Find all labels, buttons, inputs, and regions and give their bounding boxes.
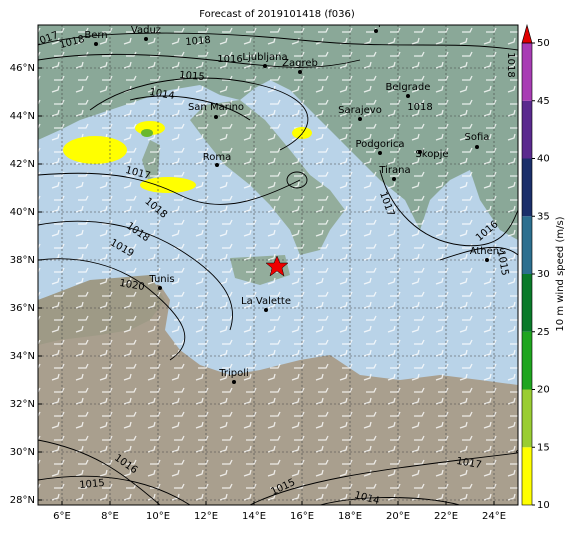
lon-tick-label: 6°E	[53, 511, 71, 522]
isobar-label: 1018	[185, 35, 211, 48]
city-label: Belgrade	[386, 82, 431, 93]
city-dot	[475, 145, 479, 149]
lat-tick-label: 34°N	[10, 351, 35, 362]
colorbar-segment	[522, 274, 532, 332]
colorbar-segment	[522, 331, 532, 390]
colorbar-tick-label: 50	[537, 38, 550, 49]
lat-tick-label: 30°N	[10, 447, 35, 458]
lat-tick-label: 28°N	[10, 495, 35, 506]
isobar-label: 1018	[407, 102, 432, 113]
title: Forecast of 2019101418 (f036)	[199, 9, 355, 20]
city-dot	[158, 286, 162, 290]
city-label: Skopje	[415, 149, 448, 160]
city-label: Athens	[470, 246, 505, 257]
city-label: Tunis	[148, 274, 174, 285]
city-label: Vaduz	[131, 25, 161, 36]
lon-tick-label: 20°E	[386, 511, 410, 522]
colorbar-tick-label: 35	[537, 211, 550, 222]
city-label: Podgorica	[355, 139, 404, 150]
city-label: Ljubljana	[242, 52, 287, 63]
city-dot	[406, 94, 410, 98]
city-label: Zagreb	[282, 58, 318, 69]
colorbar-segment	[522, 389, 532, 448]
lon-tick-label: 8°E	[101, 511, 119, 522]
city-dot	[374, 29, 378, 33]
colorbar-tick-label: 10	[537, 500, 550, 511]
lon-tick-label: 18°E	[338, 511, 362, 522]
city-label: Sarajevo	[338, 105, 382, 116]
colorbar-extend	[521, 23, 533, 44]
colorbar-segment	[522, 43, 532, 101]
colorbar-tick-label: 30	[537, 269, 550, 280]
city-label: Sofia	[465, 132, 490, 143]
city-label: La Valette	[241, 296, 291, 307]
colorbar-tick-label: 25	[537, 327, 550, 338]
lat-tick-label: 46°N	[10, 63, 35, 74]
colorbar-tick-label: 15	[537, 442, 550, 453]
city-dot	[94, 42, 98, 46]
isobar-label: 1020	[118, 278, 145, 293]
lon-tick-label: 14°E	[242, 511, 266, 522]
colorbar-segment	[522, 100, 532, 159]
colorbar-segment	[522, 216, 532, 274]
city-label: San Marino	[188, 102, 244, 113]
city-dot	[264, 308, 268, 312]
lon-tick-label: 24°E	[482, 511, 506, 522]
city-dot	[232, 380, 236, 384]
lat-tick-label: 38°N	[10, 255, 35, 266]
isobar-label: 1015	[179, 70, 205, 83]
lon-tick-label: 10°E	[146, 511, 170, 522]
city-label: Tirana	[378, 165, 410, 176]
city-dot	[485, 258, 489, 262]
colorbar-segment	[522, 158, 532, 217]
lat-tick-label: 40°N	[10, 207, 35, 218]
lat-tick-label: 32°N	[10, 399, 35, 410]
colorbar-tick-label: 45	[537, 96, 550, 107]
isobar-label: 1014	[353, 490, 380, 507]
isobar-label: 1016	[217, 54, 242, 65]
city-label: Roma	[203, 152, 232, 163]
colorbar-tick-label: 40	[537, 154, 550, 165]
lat-tick-label: 44°N	[10, 111, 35, 122]
city-label: Bern	[84, 30, 107, 41]
event-star	[265, 255, 289, 277]
city-dot	[214, 115, 218, 119]
city-dot	[298, 70, 302, 74]
city-dot	[144, 37, 148, 41]
colorbar-segment	[522, 447, 532, 505]
lon-tick-label: 12°E	[194, 511, 218, 522]
isobar-label: 1015	[495, 250, 510, 277]
isobar-label: 1014	[148, 87, 175, 102]
city-dot	[358, 117, 362, 121]
city-label: Budapest	[352, 17, 399, 28]
lat-tick-label: 42°N	[10, 159, 35, 170]
isobar-label: 1018	[505, 52, 516, 77]
colorbar-label: 10 m wind speed (m/s)	[555, 216, 566, 331]
city-label: Tripoli	[218, 368, 249, 379]
lon-tick-label: 16°E	[290, 511, 314, 522]
city-dot	[263, 64, 267, 68]
map-frame	[37, 24, 519, 506]
city-dot	[215, 163, 219, 167]
city-dot	[418, 150, 422, 154]
city-dot	[392, 177, 396, 181]
isobar-label: 1017	[455, 456, 482, 471]
isobar-label: 1015	[79, 478, 105, 491]
colorbar-tick-label: 20	[537, 385, 550, 396]
lat-tick-label: 36°N	[10, 303, 35, 314]
city-dot	[378, 151, 382, 155]
lon-tick-label: 22°E	[434, 511, 458, 522]
